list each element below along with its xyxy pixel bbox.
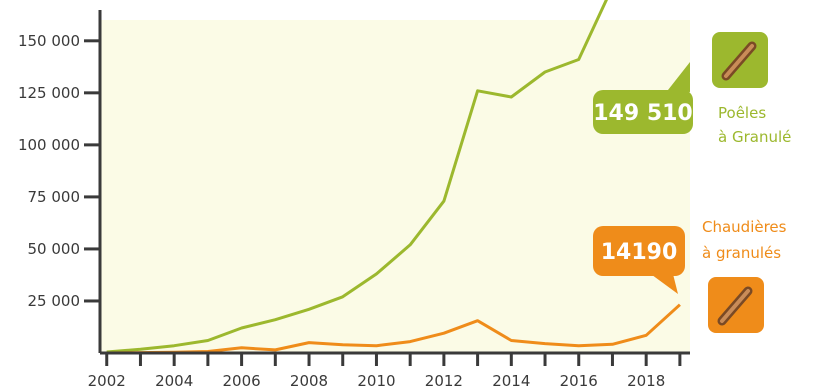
callout-box <box>593 90 693 134</box>
callout-value: 14190 <box>601 240 678 265</box>
x-tick-label: 2002 <box>88 372 126 390</box>
x-tick-label: 2016 <box>560 372 598 390</box>
y-axis-ticks: 25 000 50 000 75 000 100 000 125 000 150 000 <box>18 32 100 310</box>
x-tick-label: 2004 <box>155 372 193 390</box>
pellet-stove-icon <box>712 32 768 88</box>
y-tick-label: 75 000 <box>28 188 81 206</box>
callout-1: 14190 <box>593 226 685 294</box>
pellet-boiler-icon <box>708 277 764 333</box>
legend-label: à Granulé <box>718 128 791 146</box>
y-tick-label: 150 000 <box>18 32 80 50</box>
x-axis-ticks: 2002 2004 2006 2008 2010 2012 2014 2016 2018 <box>88 353 682 390</box>
plot-background <box>100 20 690 353</box>
callout-value: 149 510 <box>593 101 693 126</box>
callout-0: 149 510 <box>593 62 693 134</box>
callout-tail <box>668 62 690 92</box>
series-callouts: 149 510 14190 <box>593 62 693 294</box>
x-tick-label: 2018 <box>627 372 665 390</box>
x-tick-label: 2008 <box>290 372 328 390</box>
x-tick-label: 2012 <box>425 372 463 390</box>
y-tick-label: 125 000 <box>18 84 80 102</box>
x-tick-label: 2006 <box>223 372 261 390</box>
x-tick-label: 2010 <box>357 372 395 390</box>
legend: Poêles à Granulé Chaudières à granulés <box>702 32 791 333</box>
series-line-0 <box>106 0 608 354</box>
legend-label: Chaudières <box>702 218 787 236</box>
y-tick-label: 50 000 <box>28 240 81 258</box>
legend-label: Poêles <box>718 104 766 122</box>
y-tick-label: 100 000 <box>18 136 80 154</box>
x-tick-label: 2014 <box>492 372 530 390</box>
legend-label: à granulés <box>702 244 781 262</box>
callout-box <box>593 226 685 276</box>
y-tick-label: 25 000 <box>28 292 81 310</box>
